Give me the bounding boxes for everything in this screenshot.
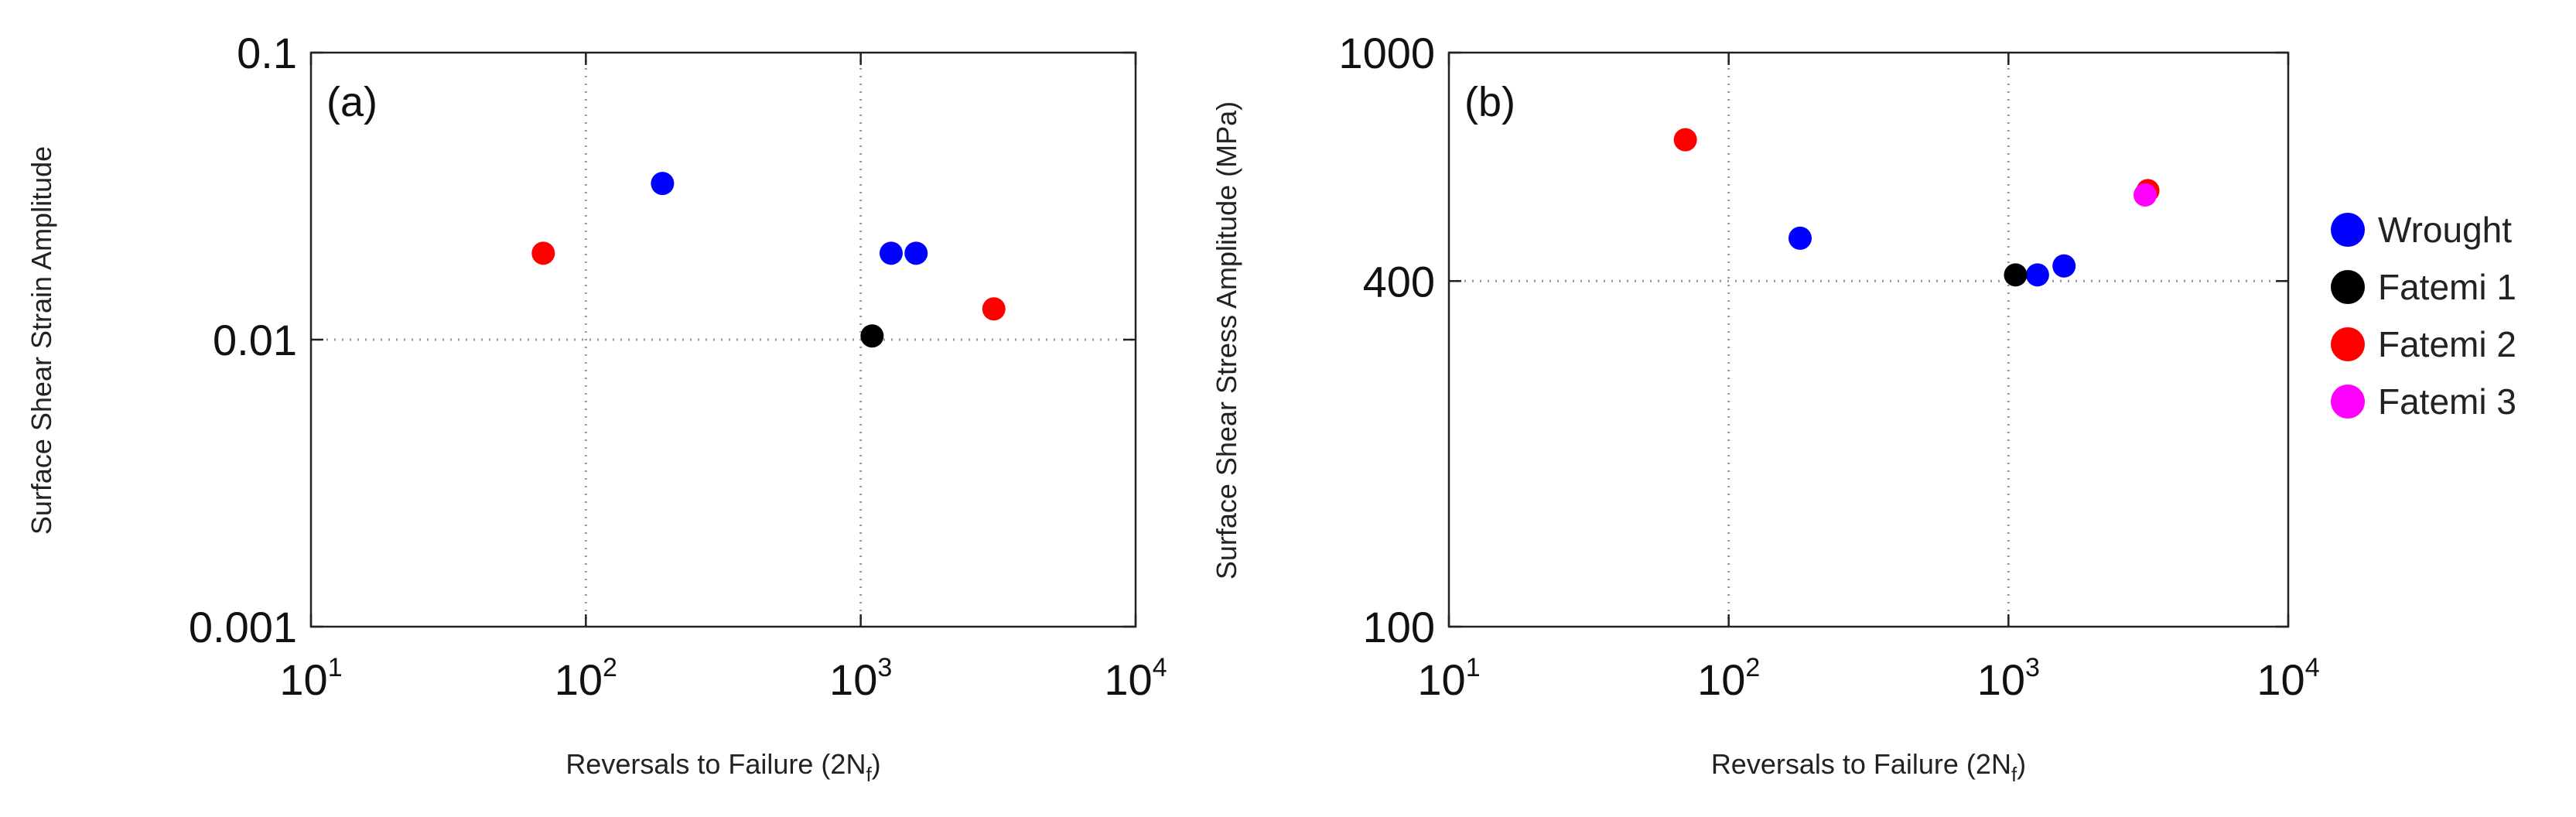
y-tick-label-a-0: 0.1 — [237, 29, 297, 77]
panel-label-a: (a) — [326, 79, 378, 125]
y-tick-label-b-1: 400 — [1363, 257, 1435, 306]
data-point-b-wrought-1 — [2025, 263, 2049, 287]
x-tick-label-a-0: 101 — [279, 653, 342, 704]
data-point-a-fatemi-1-0 — [860, 324, 884, 348]
x-tick-label-b-1: 102 — [1697, 653, 1760, 704]
y-tick-label-b-2: 100 — [1363, 603, 1435, 651]
x-tick-label-b-3: 104 — [2257, 653, 2319, 704]
legend-label-fatemi-2: Fatemi 2 — [2378, 324, 2516, 364]
y-tick-label-b-0: 1000 — [1338, 29, 1435, 77]
legend-label-fatemi-3: Fatemi 3 — [2378, 381, 2516, 422]
y-tick-label-a-1: 0.01 — [213, 316, 297, 364]
legend-label-wrought: Wrought — [2378, 210, 2512, 250]
y-axis-label-a: Surface Shear Strain Amplitude — [26, 146, 57, 535]
x-tick-label-a-1: 102 — [555, 653, 617, 704]
data-point-a-wrought-0 — [651, 172, 675, 196]
legend: Wrought Fatemi 1 Fatemi 2 Fatemi 3 — [2331, 210, 2516, 422]
x-axis-label-a: Reversals to Failure (2Nf) — [565, 748, 880, 786]
data-point-a-wrought-2 — [904, 241, 928, 265]
plot-frame-b — [1447, 51, 2290, 628]
data-point-b-fatemi-3-0 — [2134, 183, 2157, 207]
legend-label-fatemi-1: Fatemi 1 — [2378, 267, 2516, 307]
legend-marker-fatemi-2 — [2331, 327, 2365, 361]
data-point-a-fatemi-2-1 — [982, 297, 1006, 321]
panel-label-b: (b) — [1464, 79, 1515, 125]
legend-marker-fatemi-3 — [2331, 385, 2365, 419]
y-axis-label-b: Surface Shear Stress Amplitude (MPa) — [1211, 101, 1242, 579]
x-tick-label-a-2: 103 — [829, 653, 892, 704]
data-point-b-wrought-2 — [2052, 254, 2076, 278]
data-point-b-fatemi-2-0 — [1673, 128, 1697, 152]
data-point-b-wrought-0 — [1788, 226, 1812, 250]
legend-marker-wrought — [2331, 213, 2365, 247]
data-point-b-fatemi-1-0 — [2004, 263, 2028, 287]
chart-panel-b: 101 102 103 104 1000 400 100 (b) Reversals to Fa… — [1211, 29, 2320, 786]
chart-panel-a: 101 102 103 104 0.1 0.01 0.001 (a) Reversals to … — [26, 29, 1167, 786]
data-point-a-wrought-1 — [879, 241, 903, 265]
x-tick-label-a-3: 104 — [1104, 653, 1167, 704]
x-tick-label-b-2: 103 — [1977, 653, 2040, 704]
x-tick-label-b-0: 101 — [1417, 653, 1480, 704]
legend-marker-fatemi-1 — [2331, 270, 2365, 304]
data-point-a-fatemi-2-0 — [531, 241, 555, 265]
plot-frame-a — [309, 51, 1137, 628]
x-axis-label-b: Reversals to Failure (2Nf) — [1711, 748, 2026, 786]
y-tick-label-a-2: 0.001 — [189, 603, 297, 651]
